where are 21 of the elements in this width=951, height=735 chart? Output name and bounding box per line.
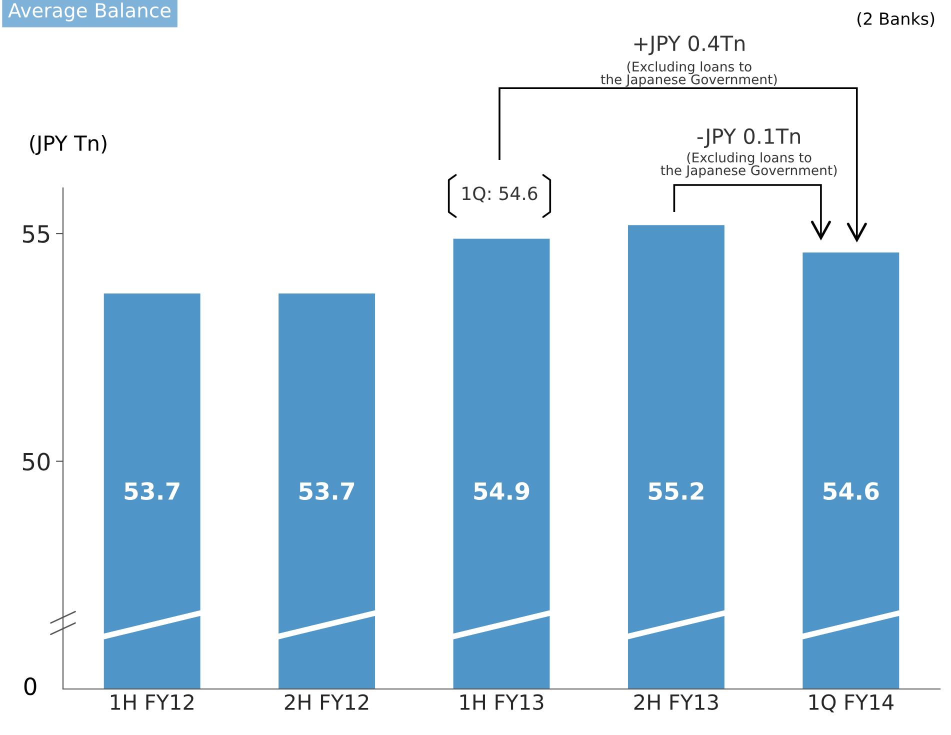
text: 0 (24, 677, 36, 696)
x-tick-label: 2H FY12 (284, 694, 368, 710)
x-tick-label: 2H FY13 (634, 694, 718, 710)
text: +JPY 0.4Tn (634, 35, 744, 56)
x-tick-label: 1H FY13 (460, 694, 544, 710)
annotation: 1Q: 54.6 (462, 186, 538, 202)
data-label: 53.7 (299, 482, 354, 500)
chart-title: Average Balance (8, 2, 171, 22)
data-label: 54.6 (824, 482, 879, 500)
y-tick-label: 50 (22, 452, 50, 471)
text: -JPY 0.1Tn (697, 128, 800, 148)
text: (Excluding loans to the Japanese Government) (660, 152, 837, 178)
text: (Excluding loans to the Japanese Government) (600, 61, 777, 87)
x-tick-label: 1H FY12 (111, 694, 194, 710)
text: (JPY Tn) (30, 134, 106, 155)
x-tick-label: 1Q FY14 (809, 694, 894, 712)
text: (2 Banks) (858, 12, 934, 27)
data-label: 55.2 (648, 482, 704, 500)
data-label: 54.9 (474, 482, 530, 500)
y-tick-label: 55 (22, 225, 50, 243)
data-label: 53.7 (124, 482, 180, 500)
